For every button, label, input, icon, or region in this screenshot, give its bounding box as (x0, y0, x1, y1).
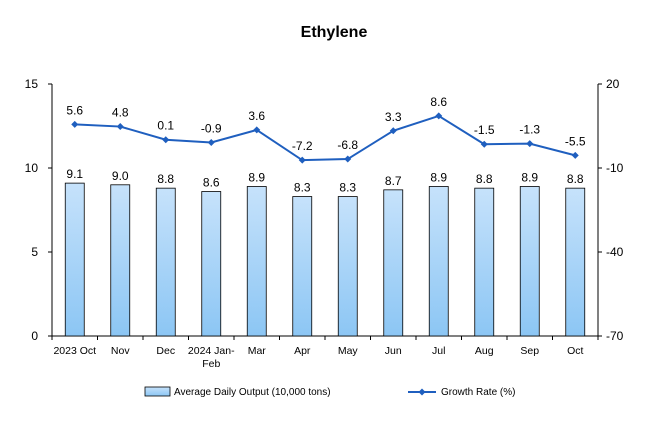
x-tick-labels-group: 2023 Oct Nov Dec 2024 Jan-Feb Mar Apr May Jun Ju… (53, 345, 583, 370)
growth-rate-point (526, 140, 534, 148)
y-tick-left-label: 10 (25, 161, 39, 175)
growth-rate-point (435, 112, 443, 120)
x-tick-label: Aug (475, 345, 494, 357)
growth-rate-label: -1.5 (474, 123, 495, 137)
growth-rate-point (116, 123, 124, 131)
growth-rate-label: 8.6 (430, 95, 447, 109)
bar (155, 187, 176, 337)
bar-value-label: 8.6 (203, 176, 220, 190)
x-tick-label: Oct (567, 345, 583, 357)
y-tick-left-label: 5 (31, 245, 38, 259)
bar-value-label: 8.8 (567, 172, 584, 186)
bar (64, 182, 85, 337)
y-tick-right-label: 20 (606, 77, 620, 91)
x-tick-label: Nov (111, 345, 130, 357)
legend-swatch-output (144, 386, 171, 397)
axes-group: 0 5 10 15 -70 -40 -10 20 (25, 77, 624, 343)
x-tick-label: Dec (156, 345, 175, 357)
bar-value-label: 8.9 (248, 170, 265, 184)
bars-group (64, 182, 586, 337)
bar (519, 186, 540, 337)
line-labels-group: 5.6 4.8 0.1 -0.9 3.6 -7.2 -6.8 3.3 8.6 -1.5 -1.3 -5… (66, 95, 586, 153)
legend: Average Daily Output (10,000 tons) Growt… (144, 386, 515, 398)
x-tick-label: Apr (294, 345, 311, 357)
bar (428, 186, 449, 337)
growth-rate-point (389, 127, 397, 135)
bar-labels-group: 9.1 9.0 8.8 8.6 8.9 8.3 8.3 8.7 8.9 8.8 8.9 8.8 (66, 167, 584, 194)
x-tick-label: Jul (432, 345, 445, 357)
x-tick-label: Mar (248, 345, 267, 357)
x-tick-label-line: Feb (202, 358, 220, 370)
bar (565, 187, 586, 337)
bar-value-label: 8.3 (339, 181, 356, 195)
growth-rate-point (207, 139, 215, 147)
bar (292, 196, 313, 337)
growth-rate-label: -5.5 (565, 134, 586, 148)
x-tick-label: 2023 Oct (53, 345, 96, 357)
bar (383, 189, 404, 337)
growth-line-group (71, 112, 579, 164)
bar-value-label: 9.0 (112, 169, 129, 183)
growth-rate-label: -1.3 (519, 123, 540, 137)
growth-rate-label: 4.8 (112, 106, 129, 120)
bar-value-label: 8.9 (521, 170, 538, 184)
growth-rate-line (74, 114, 576, 162)
legend-label-growth: Growth Rate (%) (441, 387, 515, 398)
x-tick-label-line: 2024 Jan- (188, 345, 235, 357)
bar-value-label: 8.8 (157, 172, 174, 186)
legend-label-output: Average Daily Output (10,000 tons) (174, 387, 331, 398)
y-tick-left-label: 0 (31, 329, 38, 343)
x-tick-label: Sep (520, 345, 539, 357)
bar-value-label: 8.7 (385, 174, 402, 188)
growth-rate-point (71, 120, 79, 128)
y-tick-right-label: -10 (606, 161, 624, 175)
growth-rate-point (253, 126, 261, 134)
y-tick-left-label: 15 (25, 77, 39, 91)
bar-value-label: 8.3 (294, 181, 311, 195)
bar-value-label: 8.9 (430, 170, 447, 184)
growth-rate-label: 3.3 (385, 110, 402, 124)
growth-rate-point (344, 155, 352, 163)
x-tick-label: May (338, 345, 359, 357)
bar (474, 187, 495, 337)
bar-value-label: 9.1 (66, 167, 83, 181)
growth-rate-point (298, 156, 306, 164)
chart-title: Ethylene (301, 24, 368, 41)
growth-rate-label: 5.6 (66, 103, 83, 117)
x-tick-label: Jun (385, 345, 402, 357)
bar (337, 196, 358, 337)
growth-rate-label: 0.1 (157, 119, 174, 133)
growth-rate-point (571, 151, 579, 159)
growth-rate-point (162, 136, 170, 144)
bar (110, 184, 131, 337)
y-tick-right-label: -70 (606, 329, 624, 343)
x-tick-label: 2024 Jan-Feb (188, 345, 235, 370)
growth-rate-label: -7.2 (292, 139, 313, 153)
growth-rate-label: -6.8 (337, 138, 358, 152)
legend-swatch-growth-marker (418, 388, 426, 396)
growth-rate-label: 3.6 (248, 109, 265, 123)
growth-rate-point (480, 140, 488, 148)
bar (246, 186, 267, 337)
bar-value-label: 8.8 (476, 172, 493, 186)
y-tick-right-label: -40 (606, 245, 624, 259)
bar (201, 191, 222, 337)
growth-rate-label: -0.9 (201, 122, 222, 136)
